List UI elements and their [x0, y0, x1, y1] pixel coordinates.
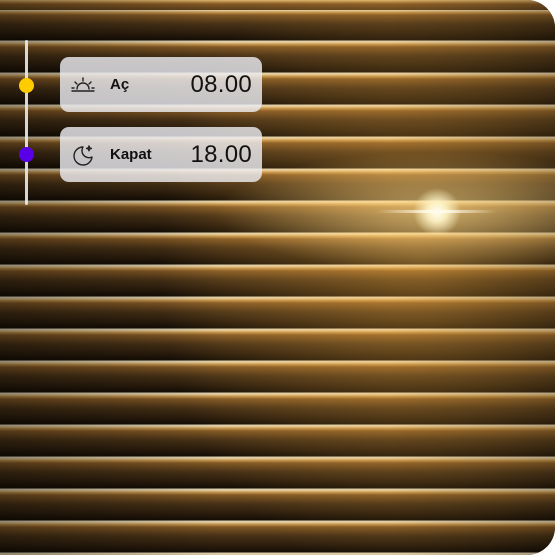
- open-schedule-card[interactable]: Aç 08.00: [60, 57, 262, 112]
- open-time[interactable]: 08.00: [190, 70, 252, 98]
- sunrise-icon: [70, 72, 96, 98]
- sun-flare: [377, 210, 497, 213]
- close-label: Kapat: [110, 146, 152, 163]
- close-schedule-card[interactable]: Kapat 18.00: [60, 127, 262, 182]
- moon-stars-icon: [70, 142, 96, 168]
- close-time[interactable]: 18.00: [190, 140, 252, 168]
- schedule-timeline: [25, 40, 28, 205]
- open-label: Aç: [110, 76, 130, 93]
- open-time-dot: [19, 78, 34, 93]
- close-time-dot: [19, 147, 34, 162]
